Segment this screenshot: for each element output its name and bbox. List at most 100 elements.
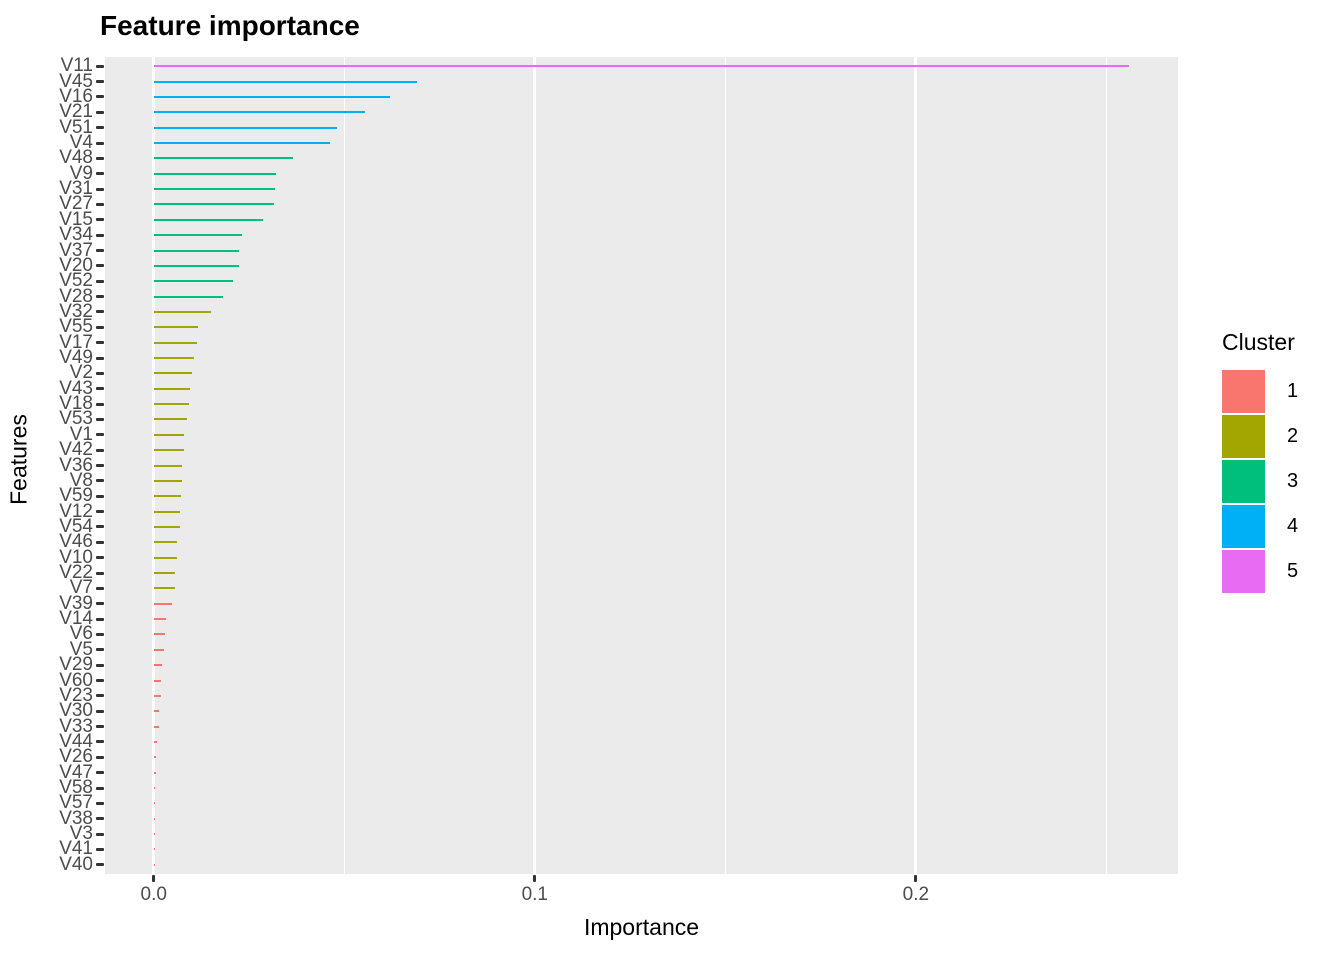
y-tick-mark (96, 494, 104, 498)
y-label-V45: V45 (59, 70, 93, 92)
y-tick-mark (96, 371, 104, 375)
y-tick-mark (96, 402, 104, 406)
bar-V22 (153, 572, 176, 574)
bar-V60 (153, 679, 162, 682)
bar-V40 (153, 863, 155, 866)
y-label-V53: V53 (59, 408, 93, 430)
y-label-V6: V6 (69, 623, 93, 645)
y-label-V20: V20 (59, 254, 93, 276)
legend-entry-cluster-4: 4 (1218, 504, 1344, 549)
legend-swatch (1222, 415, 1265, 458)
y-label-V51: V51 (59, 116, 93, 138)
legend-swatch (1222, 550, 1265, 593)
bar-V16 (153, 95, 390, 98)
y-label-V2: V2 (69, 362, 93, 384)
bar-V48 (153, 157, 294, 160)
y-tick-mark (96, 740, 104, 744)
bar-V23 (153, 694, 161, 697)
bar-V31 (153, 188, 275, 191)
y-label-V54: V54 (59, 515, 93, 537)
y-label-V39: V39 (59, 592, 93, 614)
y-label-V3: V3 (69, 823, 93, 845)
y-label-V21: V21 (59, 101, 93, 123)
legend-label: 4 (1287, 515, 1299, 537)
y-label-V46: V46 (59, 531, 93, 553)
legend-label: 5 (1287, 560, 1299, 582)
bar-V8 (153, 479, 182, 482)
bar-V41 (153, 848, 155, 851)
bar-V47 (153, 771, 157, 774)
y-label-V33: V33 (59, 715, 93, 737)
legend-entry-cluster-1: 1 (1218, 369, 1344, 414)
y-tick-mark (96, 264, 104, 268)
y-tick-mark (96, 771, 104, 775)
y-label-V7: V7 (69, 577, 93, 599)
legend-title: Cluster (1222, 329, 1295, 355)
bar-V32 (153, 310, 211, 313)
y-tick-mark (96, 95, 104, 99)
bar-V17 (153, 341, 198, 344)
bar-V54 (153, 525, 181, 528)
y-tick-mark (96, 479, 104, 483)
y-tick-mark (96, 801, 104, 805)
bar-V29 (153, 664, 163, 667)
y-label-V14: V14 (59, 608, 93, 630)
x-tick-label: 0.2 (902, 884, 930, 905)
bar-V43 (153, 387, 190, 390)
y-label-V38: V38 (59, 807, 93, 829)
major-gridline (914, 57, 918, 874)
bar-V52 (153, 280, 234, 283)
y-tick-mark (96, 417, 104, 421)
bar-V42 (153, 449, 184, 452)
y-tick-mark (96, 709, 104, 713)
y-label-V44: V44 (59, 730, 93, 752)
major-gridline (533, 57, 537, 874)
bar-V51 (153, 126, 338, 129)
bar-V4 (153, 142, 331, 144)
bar-V14 (153, 618, 166, 621)
y-tick-mark (96, 617, 104, 621)
bar-V45 (153, 80, 417, 83)
y-tick-mark (96, 602, 104, 606)
x-tick-mark (914, 875, 918, 882)
y-label-V32: V32 (59, 300, 93, 322)
y-tick-mark (96, 356, 104, 360)
y-tick-mark (96, 448, 104, 452)
y-label-V49: V49 (59, 347, 93, 368)
legend-swatch (1222, 505, 1265, 548)
y-tick-mark (96, 433, 104, 437)
bar-V18 (153, 403, 189, 406)
y-tick-mark (96, 295, 104, 299)
y-label-V52: V52 (59, 270, 93, 292)
bar-V33 (153, 725, 159, 728)
bar-V38 (153, 817, 156, 820)
y-label-V59: V59 (59, 485, 93, 507)
y-tick-mark (96, 387, 104, 391)
bar-V2 (153, 372, 193, 375)
y-label-V22: V22 (59, 562, 93, 583)
y-label-V43: V43 (59, 377, 93, 399)
bar-V27 (153, 203, 275, 206)
bar-V49 (153, 357, 195, 359)
y-tick-mark (96, 556, 104, 560)
bar-V6 (153, 633, 165, 636)
y-label-V40: V40 (59, 853, 93, 875)
y-tick-mark (96, 110, 104, 114)
legend-entry-cluster-3: 3 (1218, 459, 1344, 504)
bar-V57 (153, 802, 156, 805)
y-tick-mark (96, 540, 104, 544)
x-tick-mark (152, 875, 156, 882)
y-tick-mark (96, 679, 104, 682)
bar-V34 (153, 234, 243, 237)
y-tick-mark (96, 310, 104, 314)
bar-V7 (153, 587, 175, 590)
y-tick-mark (96, 80, 104, 84)
bar-V9 (153, 172, 277, 175)
y-tick-mark (96, 126, 104, 130)
y-label-V30: V30 (59, 700, 93, 722)
y-tick-mark (96, 510, 104, 514)
y-label-V60: V60 (59, 669, 93, 691)
y-tick-mark (96, 832, 104, 836)
y-label-V1: V1 (69, 423, 93, 445)
y-tick-mark (96, 725, 104, 729)
